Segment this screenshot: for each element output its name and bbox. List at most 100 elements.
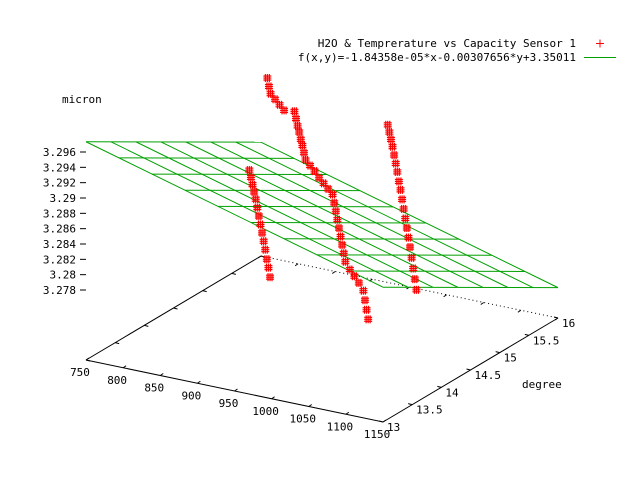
y-tick-mark-back xyxy=(115,342,120,345)
axes xyxy=(80,151,559,423)
data-point xyxy=(271,95,280,104)
data-point xyxy=(410,275,419,284)
data-point xyxy=(251,195,260,204)
z-tick-label: 3.286 xyxy=(43,223,76,236)
y-tick-mark xyxy=(466,368,471,371)
data-point xyxy=(330,198,339,207)
z-tick-label: 3.284 xyxy=(43,238,76,251)
data-point xyxy=(404,233,413,242)
y-tick-label: 13.5 xyxy=(416,404,443,417)
y-tick-label: 13 xyxy=(387,421,400,434)
data-point xyxy=(261,245,270,254)
x-tick-label: 1150 xyxy=(364,428,391,441)
data-point xyxy=(393,167,402,176)
data-point xyxy=(360,296,369,305)
data-point xyxy=(338,240,347,249)
z-tick-label: 3.296 xyxy=(43,146,76,159)
y-tick-label: 15.5 xyxy=(533,334,560,347)
x-tick-label: 850 xyxy=(144,382,164,395)
data-point xyxy=(401,214,410,223)
data-point xyxy=(383,120,392,129)
y-tick-mark xyxy=(495,351,500,354)
data-point xyxy=(390,151,399,160)
data-point xyxy=(328,190,337,199)
fit-grid-line xyxy=(135,141,434,288)
data-point xyxy=(391,159,400,168)
data-point xyxy=(333,215,342,224)
x-tick-mark xyxy=(345,411,350,415)
data-point xyxy=(264,82,273,91)
data-point xyxy=(256,220,265,229)
data-point xyxy=(336,232,345,241)
legend-label-fit: f(x,y)=-1.84358e-05*x-0.00307656*y+3.350… xyxy=(298,51,576,64)
y-tick-mark xyxy=(437,385,442,388)
data-point xyxy=(396,185,405,194)
fit-grid-line xyxy=(185,141,484,288)
data-point xyxy=(402,224,411,233)
data-point xyxy=(406,243,415,252)
data-point xyxy=(292,114,301,123)
fit-surface xyxy=(85,141,559,289)
y-tick-label: 14.5 xyxy=(475,369,502,382)
data-point xyxy=(298,141,307,150)
data-point xyxy=(253,203,262,212)
x-tick-mark xyxy=(122,365,127,369)
data-point xyxy=(407,253,416,262)
y-tick-mark-back xyxy=(85,359,91,362)
y-tick-label: 16 xyxy=(562,317,575,330)
z-tick-label: 3.292 xyxy=(43,177,76,190)
data-point xyxy=(259,237,268,246)
data-point xyxy=(412,285,421,294)
y-tick-mark-back xyxy=(144,324,149,327)
data-point xyxy=(399,204,408,213)
x-tick-mark-back xyxy=(517,309,522,313)
data-point xyxy=(388,142,397,151)
data-point xyxy=(248,180,257,189)
x-tick-label: 1000 xyxy=(252,405,279,418)
x-tick-label: 800 xyxy=(107,374,127,387)
data-point xyxy=(250,187,259,196)
data-point xyxy=(290,107,299,116)
ylabel: degree xyxy=(522,378,562,391)
y-tick-mark-back xyxy=(231,272,236,275)
x-tick-mark-back xyxy=(331,271,336,274)
y-tick-label: 14 xyxy=(445,386,459,399)
data-point xyxy=(350,272,359,281)
x-tick-mark xyxy=(382,419,387,423)
fit-grid-line xyxy=(85,141,384,288)
x-tick-mark xyxy=(271,396,275,400)
back-edge-top xyxy=(260,255,559,319)
data-point xyxy=(339,249,348,258)
data-point xyxy=(354,278,363,287)
z-tick-label: 3.29 xyxy=(50,192,77,205)
data-point xyxy=(280,106,289,115)
y-tick-mark xyxy=(524,333,529,336)
y-tick-mark xyxy=(553,316,559,319)
y-tick-mark-back xyxy=(173,307,178,310)
z-tick-label: 3.294 xyxy=(43,161,76,174)
y-tick-mark xyxy=(408,403,413,406)
data-point xyxy=(258,228,267,237)
data-point xyxy=(364,315,373,324)
data-point xyxy=(359,286,368,295)
x-tick-mark-back xyxy=(480,302,485,305)
data-point xyxy=(263,74,272,83)
data-point xyxy=(341,257,350,266)
y-tick-mark-back xyxy=(202,290,207,293)
x-tick-mark xyxy=(159,373,164,376)
x-tick-mark xyxy=(234,388,238,392)
z-tick-label: 3.28 xyxy=(50,269,77,282)
fit-grid-line xyxy=(210,141,509,288)
data-point xyxy=(295,128,304,137)
fit-grid-line xyxy=(235,141,534,289)
x-tick-label: 750 xyxy=(70,366,90,379)
data-point xyxy=(385,128,394,137)
data-point xyxy=(362,305,371,314)
x-tick-label: 900 xyxy=(181,389,201,402)
y-tick-mark xyxy=(378,420,384,423)
z-tick-label: 3.278 xyxy=(43,284,76,297)
data-point xyxy=(398,195,407,204)
legend-label-data: H2O & Temprerature vs Capacity Sensor 1 xyxy=(318,37,576,50)
zlabel: micron xyxy=(62,93,102,106)
